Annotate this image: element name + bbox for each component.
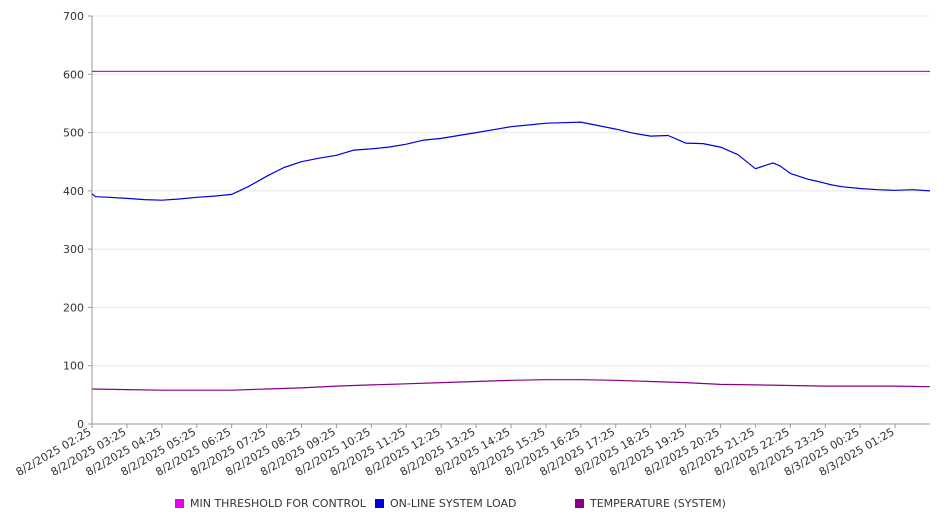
legend-label-system-load: ON-LINE SYSTEM LOAD (390, 497, 517, 510)
y-tick-label: 400 (63, 185, 84, 198)
axes (91, 16, 930, 425)
y-tick-label: 0 (77, 418, 84, 431)
y-tick-label: 700 (63, 10, 84, 23)
legend-item-temperature[interactable]: TEMPERATURE (SYSTEM) (575, 497, 726, 510)
y-axis-ticks: 0 100 200 300 400 500 600 700 (63, 10, 92, 431)
legend-swatch-threshold (175, 499, 184, 508)
series-line-1 (91, 121, 931, 201)
series-line-2 (91, 379, 931, 391)
y-tick-label: 600 (63, 68, 84, 81)
series-lines (91, 70, 931, 391)
legend: MIN THRESHOLD FOR CONTROL ON-LINE SYSTEM… (0, 497, 946, 515)
legend-swatch-system-load (375, 499, 384, 508)
line-chart: 0 100 200 300 400 500 600 700 8/2/2025 02:258/2… (14, 10, 931, 479)
legend-label-threshold: MIN THRESHOLD FOR CONTROL (190, 497, 366, 510)
legend-item-system-load[interactable]: ON-LINE SYSTEM LOAD (375, 497, 516, 510)
y-tick-label: 100 (63, 360, 84, 373)
legend-swatch-temperature (575, 499, 584, 508)
legend-item-threshold[interactable]: MIN THRESHOLD FOR CONTROL (175, 497, 366, 510)
grid-lines (92, 15, 930, 367)
x-axis-ticks: 8/2/2025 02:258/2/2025 03:258/2/2025 04:… (14, 424, 897, 479)
y-tick-label: 300 (63, 243, 84, 256)
legend-label-temperature: TEMPERATURE (SYSTEM) (590, 497, 726, 510)
y-tick-label: 500 (63, 127, 84, 140)
y-tick-label: 200 (63, 301, 84, 314)
